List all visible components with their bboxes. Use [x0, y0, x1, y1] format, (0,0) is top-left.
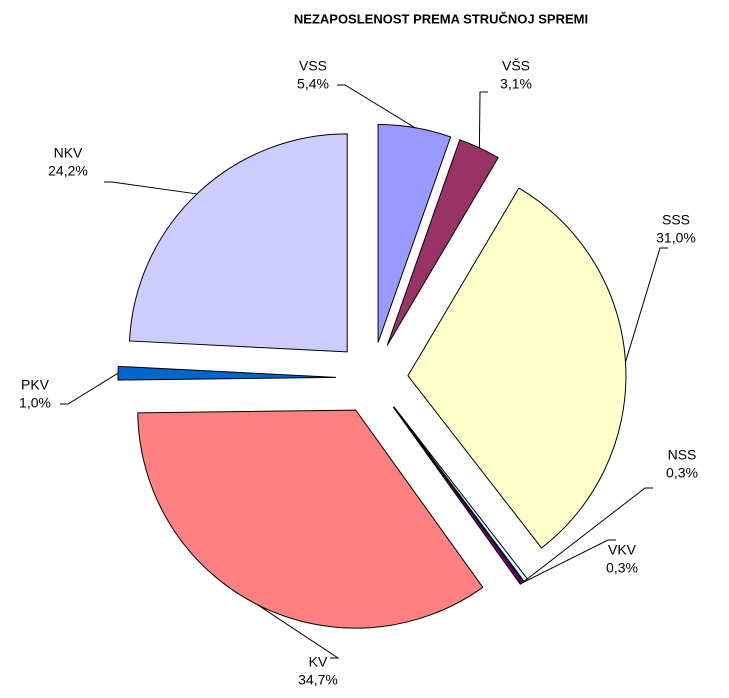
leader-line [60, 372, 119, 405]
slice-value: 3,1% [500, 76, 532, 92]
pie-slice [117, 365, 337, 381]
pie-slice [137, 409, 484, 629]
slice-name: NSS [668, 447, 697, 463]
slice-value: 24,2% [48, 163, 88, 179]
leader-line [257, 604, 340, 659]
leader-line [625, 247, 668, 363]
slice-name: VSS [299, 58, 327, 74]
slice-value: 0,3% [606, 560, 638, 576]
slice-value: 5,4% [297, 76, 329, 92]
slice-name: PKV [21, 377, 50, 393]
slice-value: 1,0% [19, 395, 51, 411]
slice-name: KV [309, 654, 328, 670]
leader-line [337, 84, 416, 129]
leader-line [521, 539, 616, 584]
slice-name: VŠS [502, 58, 530, 74]
slice-name: NKV [54, 145, 83, 161]
pie-slice [128, 133, 348, 353]
leader-line [104, 181, 198, 195]
chart-title: NEZAPOSLENOST PREMA STRUČNOJ SPREMI [294, 11, 588, 26]
pie-slice [407, 187, 627, 549]
leader-line [525, 487, 653, 581]
leader-line [478, 91, 488, 148]
slice-name: VKV [608, 542, 637, 558]
pie-slice [377, 124, 452, 343]
slice-value: 0,3% [666, 465, 698, 481]
slice-value: 34,7% [298, 672, 338, 688]
slice-name: SSS [662, 212, 690, 228]
slice-value: 31,0% [656, 230, 696, 246]
